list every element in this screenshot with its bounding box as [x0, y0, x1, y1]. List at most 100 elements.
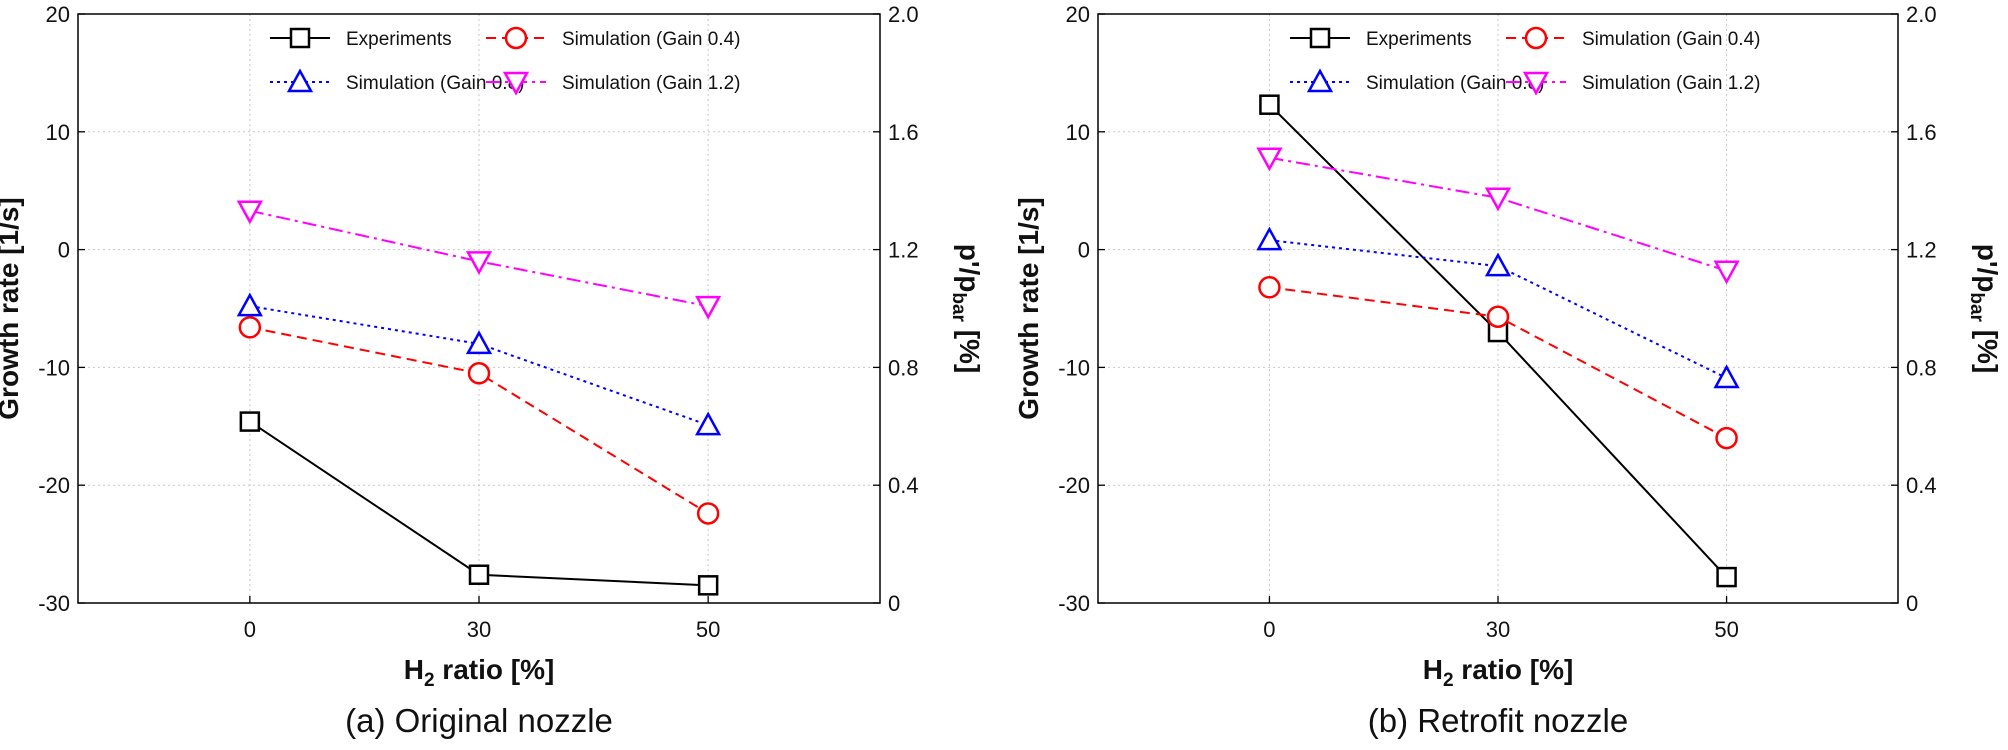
data-point-gain04 [696, 502, 720, 525]
data-point-experiments [468, 564, 490, 585]
legend-label: Simulation (Gain 0.8) [1366, 73, 1544, 94]
data-point-gain08 [695, 411, 722, 436]
y2-tick-label: 0.8 [1906, 355, 1937, 380]
data-point-experiments [239, 411, 261, 432]
y-axis-label: Growth rate [1/s] [0, 197, 24, 419]
series-gain08 [236, 292, 722, 436]
y2-axis-label-group: p'/pbar [%] [948, 244, 985, 374]
legend-item-gain04: Simulation (Gain 0.4) [486, 26, 740, 50]
panel-caption: (b) Retrofit nozzle [1368, 702, 1628, 739]
legend-label: Simulation (Gain 0.8) [346, 73, 524, 94]
data-point-gain04 [238, 316, 262, 339]
legend-label: Simulation (Gain 1.2) [1582, 73, 1760, 94]
legend-label: Simulation (Gain 0.4) [562, 29, 740, 50]
y-tick-label: -30 [38, 591, 70, 616]
data-point-experiments [1259, 94, 1280, 115]
legend-item-gain08: Simulation (Gain 0.8) [270, 68, 524, 94]
y-tick-label: -20 [38, 473, 70, 498]
x-tick-label: 30 [1486, 617, 1510, 642]
series-gain04 [238, 316, 720, 525]
legend-item-gain04: Simulation (Gain 0.4) [1506, 26, 1760, 50]
legend-swatch-marker [1306, 68, 1334, 93]
y-tick-label: -30 [1058, 591, 1090, 616]
y2-tick-label: 0 [888, 591, 900, 616]
x-tick-label: 0 [1263, 617, 1275, 642]
y-tick-label: 0 [58, 238, 70, 263]
y-tick-label: 0 [1078, 238, 1090, 263]
x-axis-label: H2 ratio [%] [1423, 654, 1574, 691]
y2-axis-label-group: p'/pbar [%] [1966, 244, 2003, 374]
data-point-gain12 [1484, 187, 1512, 212]
x-tick-label: 30 [467, 617, 491, 642]
y-tick-label: 20 [1066, 2, 1090, 27]
y2-tick-label: 0.4 [888, 473, 919, 498]
legend-item-experiments: Experiments [1290, 27, 1472, 50]
panel-caption: (a) Original nozzle [345, 702, 613, 739]
y-axis-label: Growth rate [1/s] [1013, 197, 1044, 419]
legend-label: Simulation (Gain 0.4) [1582, 29, 1760, 50]
data-point-experiments [697, 575, 719, 596]
y-tick-label: 20 [46, 2, 70, 27]
series-gain08 [1256, 226, 1740, 389]
legend-swatch-marker [1522, 71, 1550, 96]
data-point-gain04 [1486, 305, 1510, 328]
data-point-gain04 [1715, 426, 1738, 450]
series-line-gain08 [1269, 239, 1728, 379]
y-tick-label: 10 [1066, 120, 1090, 145]
x-tick-label: 50 [696, 617, 720, 642]
y2-axis-label: p'/pbar [%] [1966, 244, 2003, 374]
series-gain12 [236, 200, 722, 320]
legend-swatch-marker [504, 26, 528, 50]
y2-tick-label: 2.0 [888, 2, 919, 27]
series-line-gain12 [249, 209, 709, 308]
legend: Experiments Simulation (Gain 0.4) Simulati… [1290, 26, 1760, 96]
data-point-gain12 [1713, 260, 1740, 285]
y-tick-label: 10 [46, 120, 70, 145]
legend-swatch-marker [1524, 26, 1548, 50]
data-point-gain08 [1713, 364, 1740, 389]
series-gain12 [1256, 147, 1740, 285]
series-experiments [1259, 94, 1737, 588]
y2-tick-label: 2.0 [1906, 2, 1937, 27]
legend-swatch-marker [1309, 27, 1331, 49]
y2-tick-label: 0.4 [1906, 473, 1937, 498]
panel-a: -30 -20 -10 0 10 20 0 0.4 0.8 1.2 1.6 2.0 0 30 50 Growt… [0, 2, 985, 739]
y2-tick-label: 1.6 [888, 120, 919, 145]
data-point-gain04 [1258, 276, 1281, 299]
legend-label: Experiments [1366, 29, 1472, 50]
series-gain04 [1258, 276, 1738, 450]
legend-swatch-marker [502, 71, 530, 96]
legend-swatch-marker [286, 68, 314, 93]
data-point-gain08 [1256, 226, 1283, 251]
legend-swatch-marker [289, 27, 311, 49]
data-point-gain12 [465, 251, 493, 275]
y2-tick-label: 1.2 [888, 238, 919, 263]
data-point-gain12 [695, 295, 722, 320]
legend-label: Experiments [346, 29, 452, 50]
series-experiments [239, 411, 719, 596]
x-tick-label: 50 [1714, 617, 1738, 642]
legend-item-experiments: Experiments [270, 27, 452, 50]
panel-b: -30 -20 -10 0 10 20 0 0.4 0.8 1.2 1.6 2.0 0 30 50 Growt… [1013, 2, 2003, 739]
x-axis-label: H2 ratio [%] [404, 654, 555, 691]
data-point-gain12 [1256, 147, 1283, 172]
data-point-gain08 [236, 292, 263, 317]
data-point-experiments [1716, 566, 1737, 588]
y2-axis-label: p'/pbar [%] [948, 244, 985, 374]
y-tick-label: -10 [38, 355, 70, 380]
x-tick-label: 0 [244, 617, 256, 642]
y2-tick-label: 1.2 [1906, 238, 1937, 263]
y-tick-label: -10 [1058, 355, 1090, 380]
y2-tick-label: 0 [1906, 591, 1918, 616]
legend-item-gain12: Simulation (Gain 1.2) [1506, 71, 1760, 96]
y2-tick-label: 1.6 [1906, 120, 1937, 145]
y-tick-label: -20 [1058, 473, 1090, 498]
data-point-gain08 [1484, 252, 1512, 277]
data-point-gain12 [236, 200, 263, 225]
legend-item-gain08: Simulation (Gain 0.8) [1290, 68, 1544, 94]
legend-item-gain12: Simulation (Gain 1.2) [486, 71, 740, 96]
legend: Experiments Simulation (Gain 0.4) Simulati… [270, 26, 740, 96]
y2-tick-label: 0.8 [888, 355, 919, 380]
